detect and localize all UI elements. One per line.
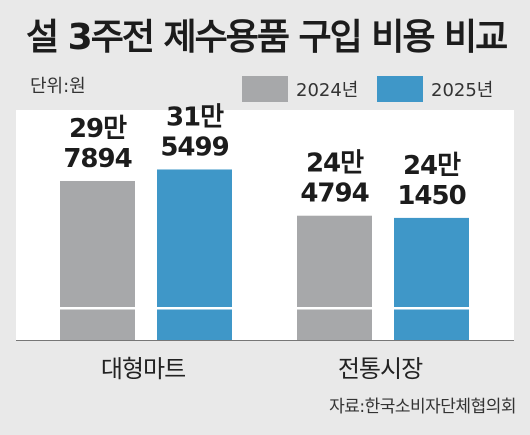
chart-title: 설 3주전 제수용품 구입 비용 비교 bbox=[26, 17, 508, 58]
axis-break-mark bbox=[156, 307, 233, 310]
bar-2025-market bbox=[394, 217, 469, 340]
value-label-2024-market: 24만 4794 bbox=[300, 149, 368, 209]
bar-2024-market bbox=[297, 215, 372, 340]
legend-label-2025: 2025년 bbox=[431, 80, 494, 101]
category-label-mart: 대형마트 bbox=[100, 355, 186, 383]
legend-swatch-2025 bbox=[377, 76, 423, 102]
axis-break-mark bbox=[296, 307, 373, 310]
source-note: 자료:한국소비자단체협의회 bbox=[329, 397, 516, 417]
legend-swatch-2024 bbox=[242, 76, 288, 102]
bar-2025-mart bbox=[157, 169, 232, 340]
axis-break-mark bbox=[59, 307, 136, 310]
value-label-2024-mart: 29만 7894 bbox=[63, 114, 131, 174]
category-label-market: 전통시장 bbox=[337, 355, 423, 383]
unit-label: 단위:원 bbox=[30, 76, 86, 97]
value-label-2025-mart: 31만 5499 bbox=[160, 102, 228, 162]
bar-2024-mart bbox=[60, 180, 135, 340]
legend-item-2024: 2024년 bbox=[242, 76, 358, 102]
axis-break-mark bbox=[393, 307, 470, 310]
legend-item-2025: 2025년 bbox=[377, 76, 493, 102]
value-label-2025-market: 24만 1450 bbox=[397, 151, 465, 211]
legend-label-2024: 2024년 bbox=[296, 80, 359, 101]
